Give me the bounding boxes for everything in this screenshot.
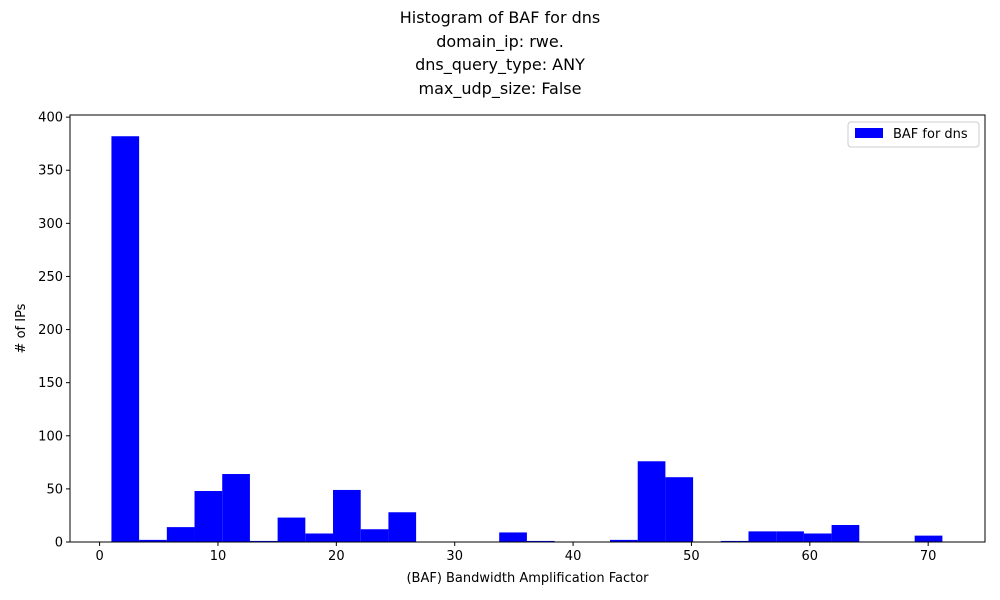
histogram-bar: [526, 540, 555, 542]
histogram-bar: [166, 527, 195, 542]
chart-title-line-2: domain_ip: rwe.: [436, 31, 564, 51]
chart-title: Histogram of BAF for dns domain_ip: rwe.…: [0, 6, 1000, 100]
histogram-bar: [720, 540, 749, 542]
y-axis-label: # of IPs: [14, 303, 29, 353]
y-tick-label: 50: [46, 482, 63, 497]
chart-title-line-3: dns_query_type: ANY: [415, 55, 585, 74]
histogram-bar: [249, 540, 278, 542]
y-tick-label: 150: [38, 376, 63, 391]
x-tick-label: 10: [210, 549, 227, 564]
x-tick-label: 50: [683, 549, 700, 564]
x-tick-label: 20: [328, 549, 345, 564]
x-axis-label: (BAF) Bandwidth Amplification Factor: [406, 571, 649, 586]
histogram-bar: [610, 539, 638, 542]
chart-title-line-1: Histogram of BAF for dns: [399, 8, 601, 27]
histogram-bar: [665, 477, 694, 542]
histogram-bar: [388, 512, 417, 542]
legend-label: BAF for dns: [893, 127, 968, 142]
histogram-bar: [333, 489, 361, 542]
histogram-bar: [277, 517, 306, 542]
x-tick-label: 70: [920, 549, 937, 564]
y-tick-label: 0: [55, 536, 63, 551]
x-tick-label: 40: [565, 549, 582, 564]
bars-group: [111, 136, 943, 542]
histogram-bar: [499, 532, 527, 542]
x-tick-label: 0: [95, 549, 103, 564]
y-tick-label: 200: [38, 323, 63, 338]
y-tick-label: 400: [38, 111, 63, 126]
x-axis-ticks: 0 10 20 30 40 50 60 70: [95, 542, 936, 564]
legend: BAF for dns: [847, 121, 980, 148]
x-tick-label: 60: [802, 549, 819, 564]
histogram-bar: [305, 533, 334, 542]
histogram-bar: [194, 491, 223, 542]
y-tick-label: 250: [38, 270, 63, 285]
histogram-bar: [139, 539, 167, 542]
legend-swatch: [855, 128, 883, 138]
y-tick-label: 100: [38, 429, 63, 444]
chart-title-line-4: max_udp_size: False: [418, 78, 582, 98]
histogram-bar: [914, 535, 943, 542]
histogram-bar: [111, 136, 140, 542]
histogram-bar: [637, 461, 666, 542]
y-axis-ticks: 0 50 100 150 200 250 300 350 400: [38, 111, 70, 551]
y-tick-label: 300: [38, 217, 63, 232]
histogram-bar: [748, 531, 777, 542]
x-tick-label: 30: [446, 549, 463, 564]
histogram-bar: [222, 474, 250, 542]
plot-frame: [69, 114, 986, 543]
histogram-bar: [831, 525, 860, 542]
histogram-bar: [776, 531, 804, 542]
histogram-bar: [803, 533, 832, 542]
histogram-bar: [360, 529, 389, 542]
y-tick-label: 350: [38, 164, 63, 179]
